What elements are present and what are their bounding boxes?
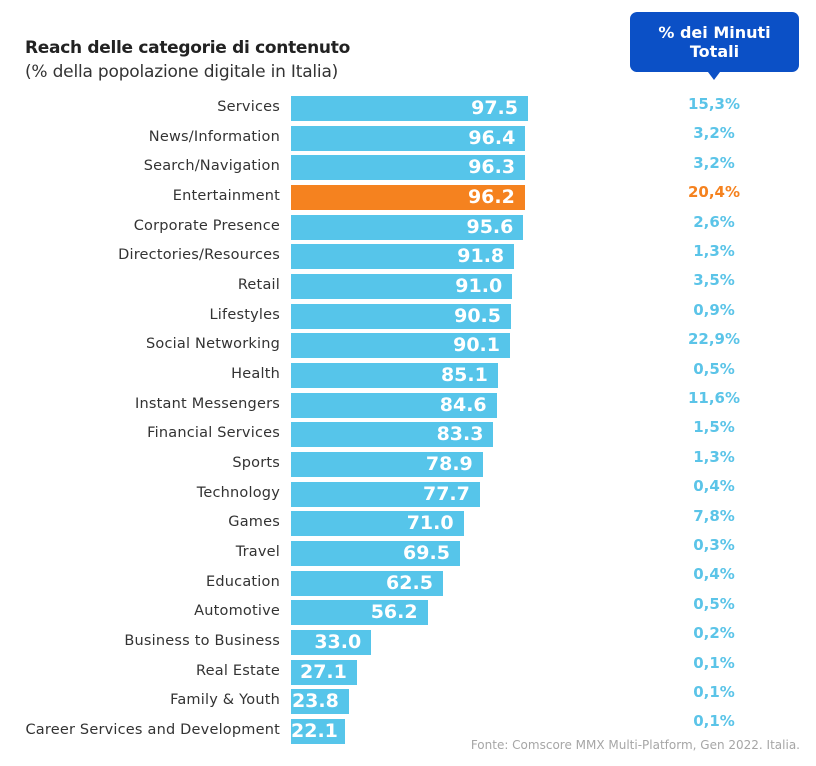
bar	[291, 452, 483, 478]
minutes-share-label: 0,1%	[693, 683, 735, 701]
minutes-share-label: 0,2%	[693, 624, 735, 643]
bar	[291, 392, 497, 418]
minutes-share-label: 0,4%	[693, 477, 735, 496]
minutes-share-label: 0,1%	[693, 653, 735, 672]
value-label: 78.9	[425, 453, 473, 476]
category-label: Social Networking	[146, 336, 280, 353]
value-label: 27.1	[299, 660, 347, 683]
value-label: 85.1	[440, 364, 488, 387]
bar	[291, 630, 372, 656]
bar	[291, 125, 526, 151]
minutes-share-label: 3,2%	[693, 153, 735, 172]
value-label: 22.1	[291, 720, 338, 743]
value-label: 23.8	[291, 690, 339, 713]
minutes-share-label: 0,4%	[693, 565, 735, 584]
category-label: Games	[228, 514, 280, 531]
bar	[291, 689, 349, 715]
category-label: Financial Services	[147, 425, 280, 442]
value-label: 96.4	[468, 126, 516, 149]
minutes-share-label: 0,5%	[693, 359, 735, 378]
category-label: Corporate Presence	[133, 217, 280, 234]
minutes-share-label: 1,3%	[693, 447, 735, 466]
category-label: Real Estate	[196, 662, 280, 679]
bar	[291, 333, 510, 359]
minutes-share-label: 22,9%	[687, 330, 741, 349]
bar	[291, 422, 494, 448]
value-label: 90.1	[453, 334, 500, 357]
minutes-share-label: 0,1%	[693, 712, 735, 731]
value-label: 77.7	[422, 482, 470, 505]
minutes-share-label: 1,3%	[693, 242, 735, 260]
bar	[291, 214, 524, 240]
category-label: Education	[206, 573, 280, 590]
category-label: Lifestyles	[209, 306, 280, 323]
minutes-share-label: 2,6%	[693, 212, 735, 231]
value-label: 84.6	[439, 393, 487, 416]
category-label: Career Services and Development	[25, 722, 280, 739]
minutes-share-label: 15,3%	[687, 95, 741, 113]
value-label: 71.0	[406, 512, 454, 535]
bar	[291, 96, 528, 121]
value-label: 83.3	[436, 423, 484, 446]
bar	[291, 274, 513, 300]
minutes-share-label: 0,3%	[693, 536, 735, 554]
minutes-share-label: 11,6%	[687, 389, 741, 407]
minutes-share-label: 20,4%	[687, 183, 741, 202]
source-note: Fonte: Comscore MMX Multi-Platform, Gen …	[470, 738, 800, 752]
chart-title: Reach delle categorie di contenuto	[25, 38, 350, 58]
category-label: Family & Youth	[170, 692, 280, 709]
category-label: Directories/Resources	[118, 247, 280, 264]
value-label: 96.2	[467, 186, 515, 208]
category-label: Retail	[237, 277, 280, 294]
category-label: Business to Business	[124, 633, 280, 650]
minutes-share-label: 7,8%	[693, 506, 735, 525]
bar	[291, 600, 428, 626]
value-label: 56.2	[370, 601, 418, 624]
category-label: News/Information	[148, 128, 280, 145]
category-label: Technology	[196, 484, 280, 501]
category-label: Search/Navigation	[143, 158, 280, 175]
minutes-share-callout: % dei Minuti Totali	[630, 12, 799, 80]
bar	[291, 185, 525, 210]
value-label: 62.5	[386, 571, 433, 594]
minutes-share-label: 0,5%	[693, 594, 735, 613]
category-label: Entertainment	[172, 188, 280, 204]
value-label: 91.8	[457, 245, 505, 268]
callout-label: % dei Minuti Totali	[658, 23, 771, 61]
bar	[291, 363, 498, 389]
bar	[291, 481, 480, 507]
value-label: 33.0	[314, 631, 362, 654]
bar	[291, 244, 515, 270]
category-label: Travel	[235, 544, 280, 561]
value-label: 97.5	[471, 97, 518, 119]
category-label: Automotive	[194, 603, 280, 620]
category-label: Sports	[232, 455, 280, 472]
minutes-share-label: 1,5%	[693, 418, 735, 437]
category-label: Health	[231, 366, 280, 383]
bar	[291, 303, 511, 329]
value-label: 91.0	[455, 275, 503, 298]
bar	[291, 155, 526, 181]
category-label: Services	[217, 99, 280, 115]
minutes-share-label: 3,2%	[693, 124, 735, 143]
category-label: Instant Messengers	[135, 395, 280, 412]
value-label: 96.3	[468, 156, 516, 179]
value-label: 90.5	[454, 304, 501, 327]
bar	[291, 541, 460, 567]
value-label: 95.6	[466, 215, 514, 238]
value-label: 69.5	[403, 542, 450, 565]
bar	[291, 511, 464, 537]
bar	[291, 659, 357, 685]
chart-subtitle: (% della popolazione digitale in Italia)	[25, 62, 339, 82]
bar	[291, 570, 443, 596]
minutes-share-label: 3,5%	[693, 271, 735, 290]
minutes-share-label: 0,9%	[693, 300, 735, 319]
bar	[291, 719, 345, 745]
